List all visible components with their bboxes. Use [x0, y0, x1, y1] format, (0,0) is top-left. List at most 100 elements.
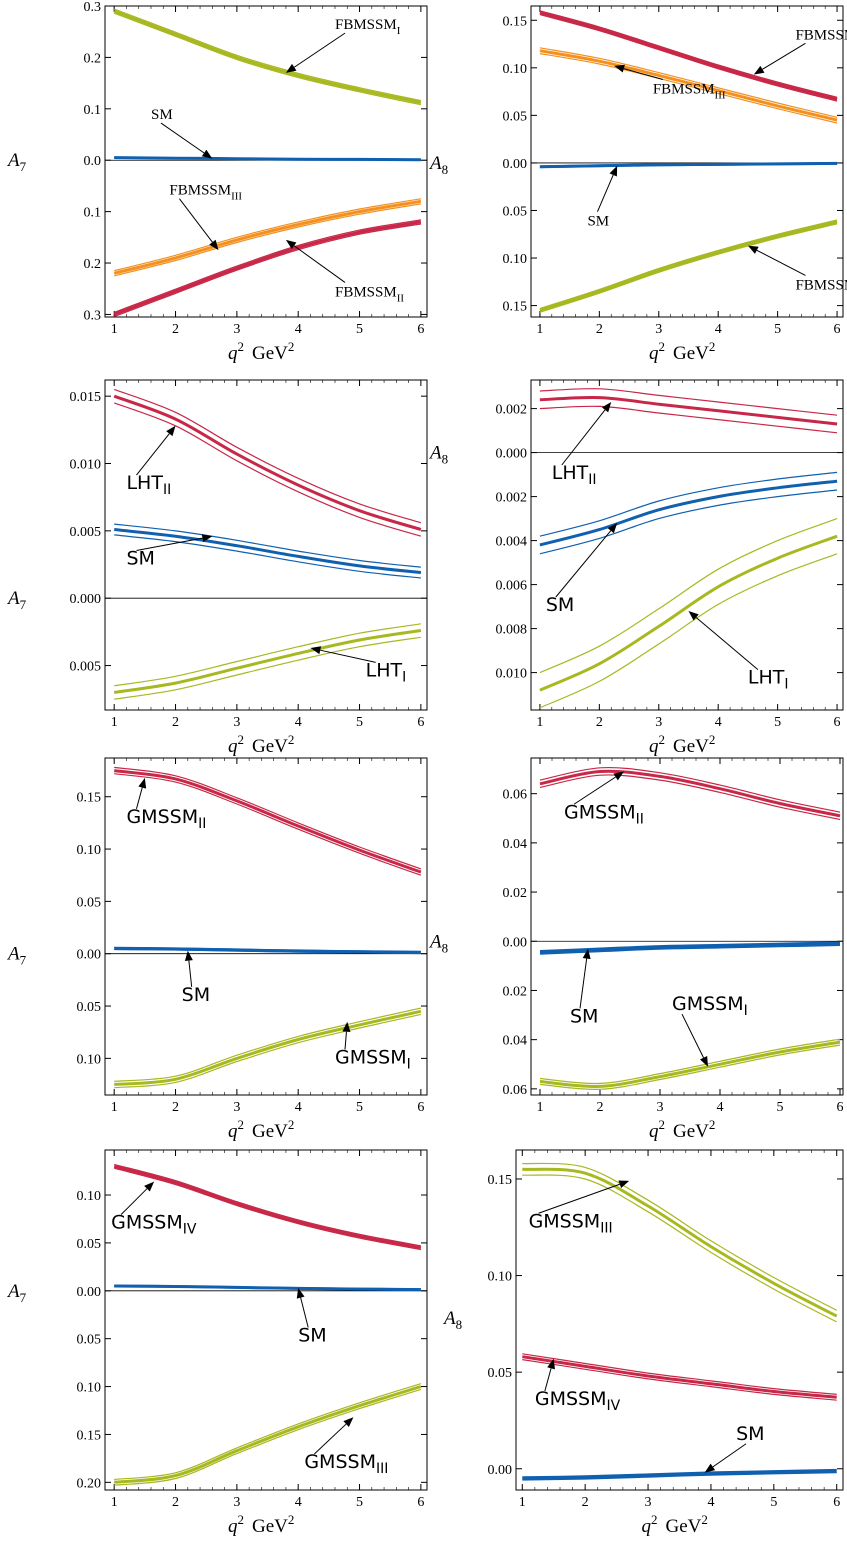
series-band-upper: [114, 523, 421, 568]
x-tick-label: 2: [596, 715, 603, 730]
annotation-arrow: [300, 1297, 309, 1328]
series-band-lower: [113, 402, 422, 537]
annotation-label: FBMSSMI: [795, 277, 847, 297]
series-group: [113, 8, 422, 317]
annotation-label: FBMSSMII: [795, 27, 847, 47]
annotation-label: FBMSSMIII: [169, 183, 242, 203]
annotation-arrow: [188, 960, 193, 987]
series-band-lower: [539, 489, 838, 555]
y-tick-label: 0.004: [496, 535, 528, 550]
panel-7: 1 2 3 4 5 6 0.10 0.05 0.00 0.05 0.10 0.15 0.20 A7 q2 Ge…: [6, 1149, 428, 1537]
annotation-label: SM: [298, 1325, 326, 1347]
y-tick-label: 0.10: [503, 62, 528, 77]
x-tick-label: 1: [537, 1100, 544, 1115]
series-band-upper: [539, 47, 838, 118]
series-line: [539, 220, 838, 312]
annotation-label: GMSSMIV: [111, 1212, 197, 1238]
panel-3: 1 2 3 4 5 6 0.015 0.010 0.005 0.000 0.005 A7 q2 GeV2 L…: [6, 379, 428, 757]
x-tick-label: 5: [356, 1495, 363, 1510]
annotation-arrowhead: [688, 611, 699, 621]
x-axis-label: q2 GeV2: [649, 339, 715, 364]
y-tick-label: 0.10: [77, 843, 102, 858]
series-band-upper: [522, 1353, 837, 1395]
x-tick-label: 1: [536, 715, 543, 730]
y-tick-label: 0.1: [84, 103, 102, 118]
annotation-arrow: [623, 68, 663, 80]
panel-1: 1 2 3 4 5 6 0.3 0.2 0.1 0.0 0.1 0.2 0.3 A7 q2 GeV2 FBMSS…: [6, 0, 428, 364]
x-tick-label: 6: [417, 715, 424, 730]
x-tick-label: 6: [417, 1495, 424, 1510]
series-group: [113, 766, 422, 1089]
y-tick-label: 0.02: [503, 886, 528, 901]
series-line: [522, 1469, 837, 1480]
y-tick-label: 0.2: [84, 51, 102, 66]
x-axis-label: q2 GeV2: [649, 1117, 715, 1142]
annotation-arrow: [561, 409, 606, 466]
y-tick-label: 0.002: [496, 403, 528, 418]
series-line: [113, 9, 422, 105]
x-tick-label: 4: [295, 715, 302, 730]
x-tick-label: 4: [295, 1495, 302, 1510]
series-band-lower: [539, 405, 838, 434]
annotation-arrow: [293, 245, 346, 283]
annotation-arrow: [320, 649, 376, 663]
annotation-arrowhead: [285, 63, 297, 73]
annotation-arrowhead: [747, 245, 759, 254]
annotation-arrowhead: [613, 771, 624, 781]
plot-frame: [515, 1149, 844, 1491]
y-tick-label: 0.008: [496, 623, 528, 638]
series-line: [522, 1167, 838, 1318]
x-tick-label: 3: [233, 715, 240, 730]
annotation-arrow: [681, 1013, 705, 1058]
y-axis-label: A7: [6, 944, 27, 968]
y-axis-label: A8: [442, 1308, 462, 1332]
y-tick-label: 0.06: [503, 788, 528, 803]
series-band-lower: [113, 223, 421, 317]
annotation-label: GMSSMI: [672, 993, 748, 1019]
annotation-arrowhead: [609, 165, 618, 177]
y-tick-label: 0.000: [496, 447, 528, 462]
series-band-upper: [539, 1038, 841, 1085]
series-line: [114, 1284, 421, 1292]
series-line: [539, 395, 838, 426]
annotation-arrow: [135, 787, 143, 810]
panel-2: 1 2 3 4 5 6 0.15 0.10 0.05 0.00 0.05 0.10 0.15 A8 q2 Ge…: [428, 5, 847, 364]
annotation-arrowhead: [201, 534, 213, 543]
annotation-arrowhead: [699, 1055, 708, 1067]
annotation-arrow: [179, 198, 213, 243]
x-tick-label: 5: [356, 1100, 363, 1115]
x-tick-label: 4: [295, 322, 302, 337]
y-tick-label: 0.05: [77, 895, 102, 910]
x-tick-label: 5: [770, 1495, 777, 1510]
y-axis-label: A7: [6, 1281, 27, 1305]
series-group: [539, 10, 838, 313]
series-band-upper: [539, 388, 838, 416]
annotation-arrow: [136, 433, 170, 476]
annotation-label: SM: [126, 548, 154, 570]
series-line: [114, 528, 422, 575]
y-tick-label: 0.05: [77, 1237, 102, 1252]
y-tick-label: 0.20: [77, 1476, 102, 1491]
x-tick-label: 5: [356, 715, 363, 730]
annotation-arrowhead: [310, 646, 322, 655]
x-tick-label: 1: [111, 1495, 118, 1510]
series-band-upper: [114, 1163, 422, 1247]
panel-6: 1 2 3 4 5 6 0.06 0.04 0.02 0.00 0.02 0.04 0.06 A8 q2 Ge…: [428, 757, 844, 1142]
series-band-upper: [114, 766, 422, 870]
annotation-arrowhead: [343, 1417, 354, 1427]
plot-frame: [104, 379, 428, 711]
x-tick-label: 2: [582, 1495, 589, 1510]
series-group: [539, 766, 841, 1090]
y-tick-label: 0.15: [503, 14, 528, 29]
x-tick-label: 4: [707, 1495, 714, 1510]
series-line: [539, 161, 838, 169]
annotation-label: LHTII: [552, 462, 597, 488]
y-tick-label: 0.02: [503, 984, 528, 999]
series-band-upper: [539, 766, 841, 813]
x-axis-label: q2 GeV2: [228, 732, 294, 757]
panel-5: 1 2 3 4 5 6 0.15 0.10 0.05 0.00 0.05 0.10 A7 q2 GeV2 GM…: [6, 757, 428, 1142]
series-band-upper: [114, 1383, 422, 1481]
y-tick-label: 0.10: [77, 1381, 102, 1396]
annotation-arrow: [712, 1443, 747, 1468]
